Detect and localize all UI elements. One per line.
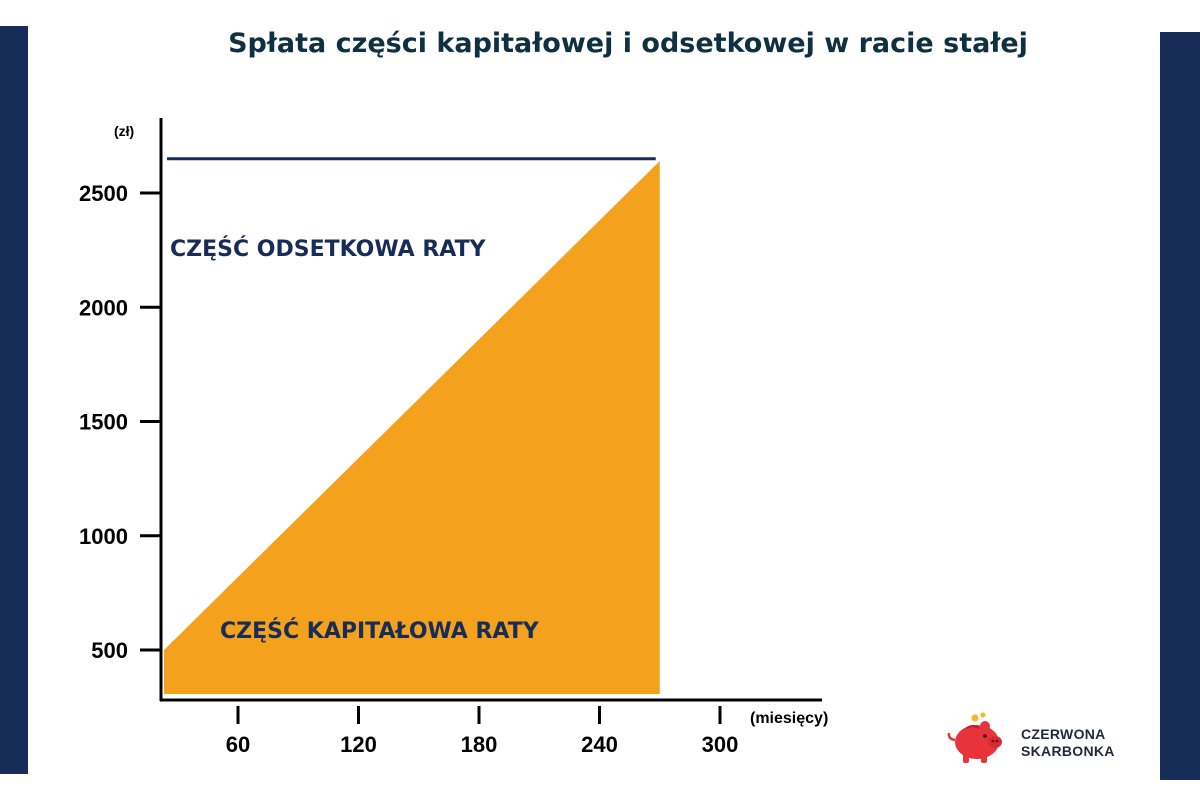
logo-line-1: CZERWONA bbox=[1021, 726, 1106, 742]
y-tick-label-2000: 2000 bbox=[79, 295, 128, 320]
brand-logo: CZERWONA SKARBONKA bbox=[945, 712, 1135, 772]
piggy-bank-icon bbox=[947, 712, 1002, 763]
interest-part-label: CZĘŚĆ ODSETKOWA RATY bbox=[170, 236, 487, 262]
x-tick-label-60: 60 bbox=[226, 732, 250, 757]
y-tick-label-1000: 1000 bbox=[79, 524, 128, 549]
x-tick-label-180: 180 bbox=[461, 732, 498, 757]
axes bbox=[159, 118, 822, 702]
principal-area bbox=[164, 161, 660, 694]
x-axis-label: (miesięcy) bbox=[750, 710, 828, 727]
labels: (zł) (miesięcy) CZĘŚĆ ODSETKOWA RATY CZĘŚĆ … bbox=[114, 123, 828, 727]
y-tick-label-1500: 1500 bbox=[79, 410, 128, 435]
logo-text: CZERWONA SKARBONKA bbox=[1021, 726, 1115, 760]
y-tick-label-2500: 2500 bbox=[79, 181, 128, 206]
ticks: 500 1000 1500 2000 2500 60 120 180 240 300 bbox=[79, 181, 738, 757]
y-axis-label: (zł) bbox=[114, 123, 134, 139]
x-tick-label-120: 120 bbox=[340, 732, 377, 757]
x-tick-label-300: 300 bbox=[702, 732, 739, 757]
y-tick-label-500: 500 bbox=[91, 638, 128, 663]
principal-part-label: CZĘŚĆ KAPITAŁOWA RATY bbox=[220, 618, 540, 644]
x-tick-label-240: 240 bbox=[581, 732, 618, 757]
right-accent-bar bbox=[1160, 32, 1200, 780]
left-accent-bar bbox=[0, 26, 28, 774]
plot-area bbox=[164, 157, 660, 694]
logo-line-2: SKARBONKA bbox=[1021, 743, 1115, 759]
chart-title: Spłata części kapitałowej i odsetkowej w… bbox=[228, 28, 1028, 59]
